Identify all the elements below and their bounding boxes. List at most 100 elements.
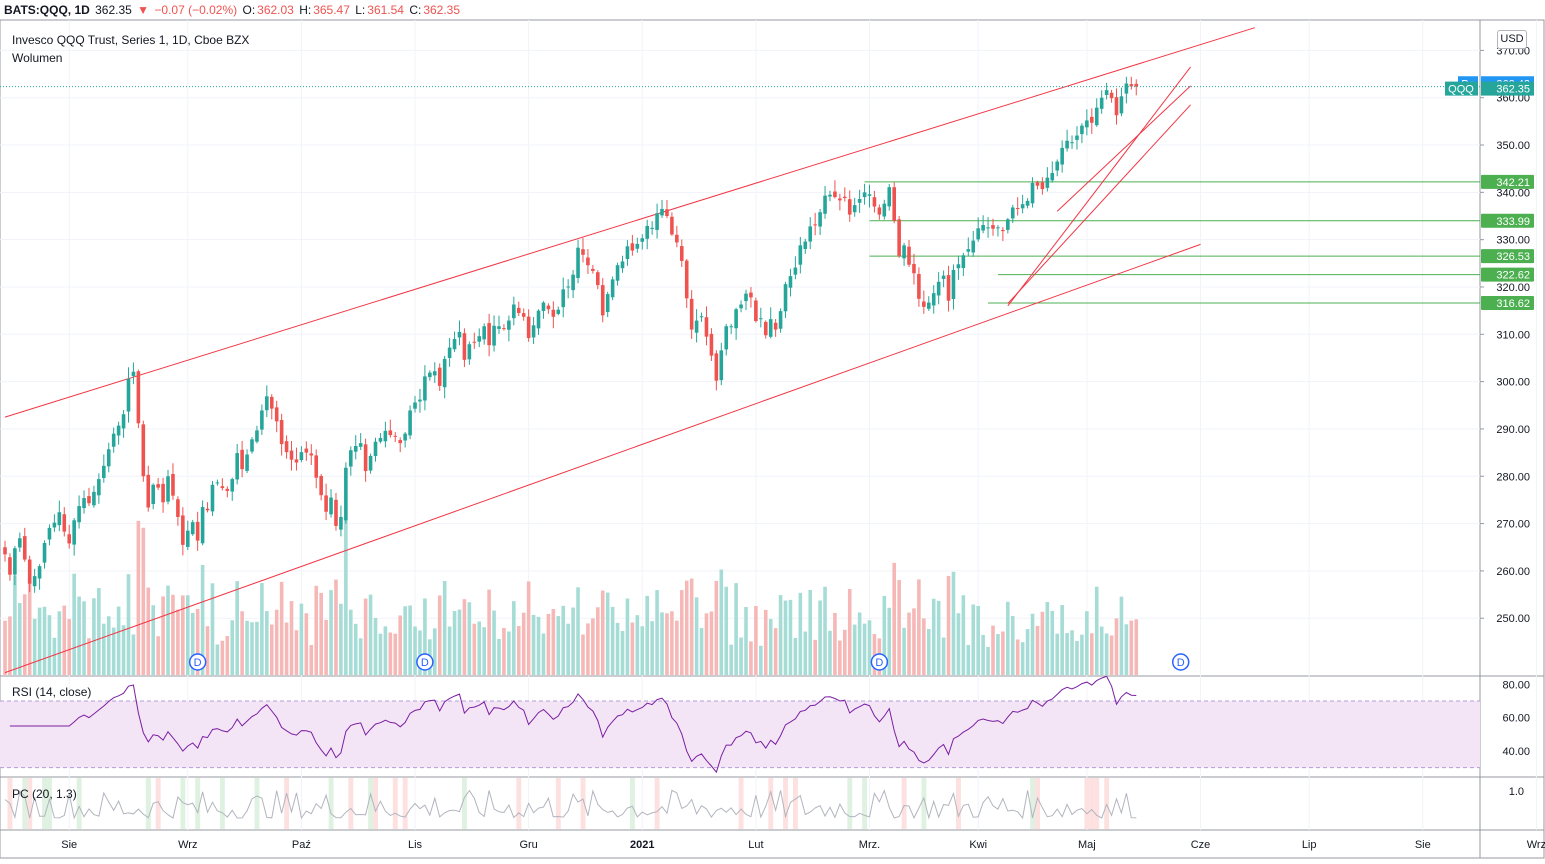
volume-bar — [1055, 633, 1060, 675]
candle-body — [971, 240, 976, 253]
volume-bar — [418, 630, 422, 675]
volume-bar — [502, 627, 506, 675]
volume-bar — [482, 627, 486, 675]
candle-body — [136, 371, 141, 424]
volume-bar — [521, 612, 526, 675]
volume-bar — [1035, 625, 1040, 675]
volume-bar — [1104, 633, 1109, 675]
candle-body — [22, 536, 27, 560]
candle-body — [512, 304, 516, 319]
pc-highlight — [219, 778, 225, 829]
volume-bar — [299, 603, 304, 675]
volume-bar — [571, 607, 575, 675]
trend-channel-line — [1007, 66, 1191, 307]
volume-bar — [260, 583, 264, 675]
volume-bar — [116, 606, 121, 675]
volume-bar — [141, 527, 146, 675]
price-change: −0.07 (−0.02%) — [154, 3, 238, 17]
currency-button[interactable]: USD — [1497, 30, 1527, 49]
volume-bar — [1090, 633, 1094, 675]
candle-body — [902, 245, 906, 259]
volume-bar — [52, 637, 57, 675]
chart-title[interactable]: Invesco QQQ Trust, Series 1, 1D, Cboe BZ… — [12, 33, 250, 47]
candle-body — [1020, 204, 1025, 209]
volume-bar — [121, 625, 126, 675]
candle-body — [329, 497, 333, 515]
x-tick-label: Sie — [1415, 839, 1431, 851]
candle-body — [279, 420, 284, 445]
candle-body — [586, 257, 590, 266]
volume-bar — [67, 619, 72, 675]
pc-highlight — [580, 778, 586, 829]
volume-bar — [867, 620, 872, 675]
volume-bar — [1119, 596, 1124, 675]
chart-border — [0, 19, 1545, 859]
candle-body — [37, 566, 42, 579]
candle-body — [269, 396, 274, 409]
volume-bar — [47, 615, 52, 675]
volume-bar — [655, 590, 659, 675]
volume-bar — [788, 599, 793, 675]
volume-bar — [887, 607, 892, 675]
volume-bar — [852, 624, 857, 675]
volume-bar — [744, 606, 748, 675]
volume-bar — [432, 628, 437, 675]
volume-bar — [729, 644, 733, 675]
candle-body — [828, 194, 832, 197]
y-tick-label: 320.00 — [1496, 282, 1530, 294]
pc-legend[interactable]: PC (20, 1.3) — [12, 787, 77, 801]
candle-body — [62, 514, 67, 532]
candle-body — [926, 302, 931, 309]
y-tick-label: 360.00 — [1496, 93, 1530, 105]
candle-body — [472, 341, 477, 343]
volume-bar — [803, 631, 808, 675]
candle-body — [77, 506, 81, 523]
candle-body — [1065, 140, 1069, 149]
candle-body — [867, 194, 872, 196]
candle-body — [996, 227, 1000, 229]
candle-body — [482, 326, 486, 340]
candle-body — [220, 486, 225, 489]
pc-tick-label: 1.0 — [1509, 786, 1524, 798]
rsi-tick-label: 80.00 — [1502, 679, 1530, 691]
volume-bar — [561, 605, 566, 675]
x-tick-label: Wrz — [1527, 839, 1545, 851]
volume-bar — [220, 640, 225, 675]
volume-bar — [734, 583, 738, 675]
candle-body — [833, 191, 837, 198]
candle-body — [487, 323, 491, 346]
candle-body — [215, 482, 220, 484]
volume-bar — [917, 579, 921, 675]
volume-bar — [591, 618, 595, 675]
candle-body — [724, 326, 729, 350]
candle-body — [991, 225, 995, 229]
candle-body — [398, 440, 402, 444]
rsi-band — [0, 701, 1480, 768]
candle-body — [739, 304, 743, 309]
candle-body — [457, 331, 462, 338]
candle-body — [600, 285, 605, 316]
volume-bar — [996, 634, 1000, 675]
volume-bar — [512, 601, 516, 675]
candle-body — [1035, 182, 1040, 186]
candle-body — [368, 455, 373, 471]
candle-body — [176, 499, 180, 517]
symbol-name[interactable]: BATS:QQQ, 1D — [4, 3, 90, 17]
candle-body — [423, 376, 427, 401]
rsi-legend[interactable]: RSI (14, close) — [12, 685, 92, 699]
candle-body — [47, 527, 52, 540]
volume-bar — [857, 612, 862, 675]
volume-bar — [349, 609, 353, 675]
candle-body — [477, 336, 482, 342]
volume-bar — [171, 594, 175, 675]
volume-bar — [245, 620, 249, 675]
candle-body — [383, 430, 388, 442]
pc-highlight — [155, 778, 161, 829]
candle-body — [936, 281, 941, 296]
dividend-marker-label: D — [1177, 657, 1185, 669]
volume-legend[interactable]: Wolumen — [12, 51, 63, 65]
volume-bar — [393, 633, 398, 675]
candle-body — [18, 538, 22, 548]
